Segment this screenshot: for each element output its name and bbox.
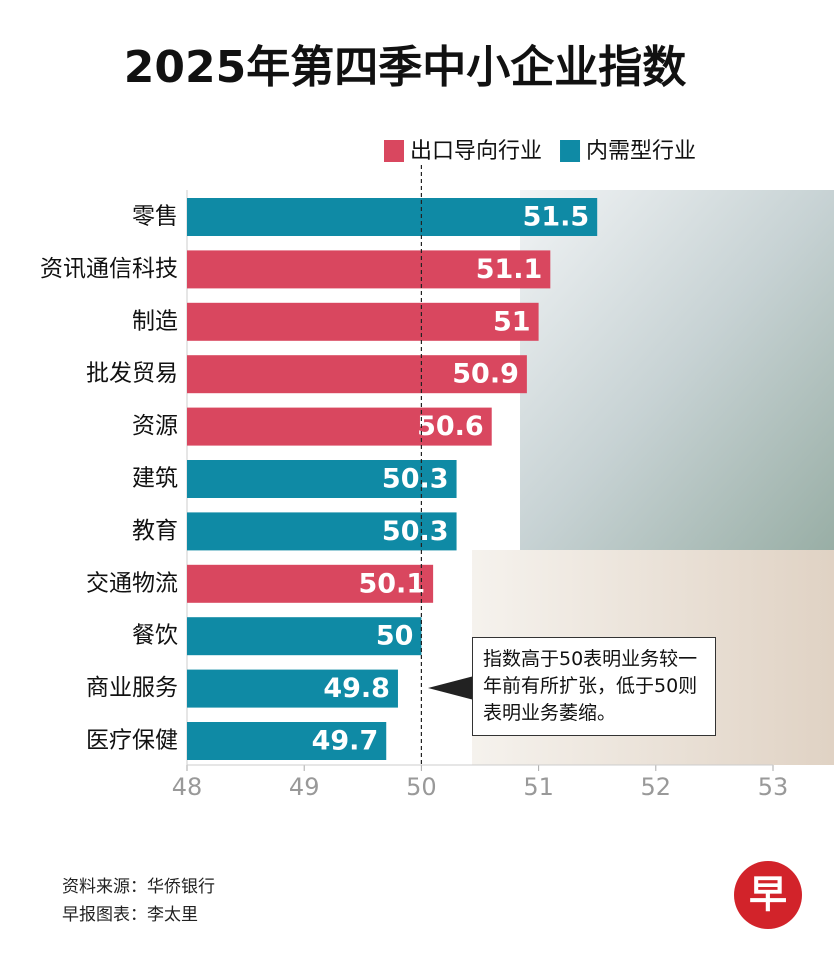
value-label: 51 bbox=[493, 306, 531, 337]
logo bbox=[734, 861, 802, 929]
y-tick-label: 商业服务 bbox=[86, 675, 178, 701]
chart-title: 2025年第四季中小企业指数 bbox=[124, 42, 686, 93]
y-tick-label: 零售 bbox=[132, 204, 178, 230]
bar bbox=[187, 355, 527, 394]
value-label: 49.7 bbox=[312, 726, 379, 757]
y-tick-label: 制造 bbox=[132, 308, 178, 334]
value-label: 50.3 bbox=[382, 516, 449, 547]
legend-swatch bbox=[560, 140, 581, 162]
bar bbox=[187, 302, 539, 341]
bar bbox=[187, 407, 492, 446]
credit: 早报图表：李太里 bbox=[62, 905, 198, 925]
value-label: 51.5 bbox=[523, 202, 590, 233]
background-photo bbox=[520, 190, 834, 550]
value-label: 51.1 bbox=[476, 254, 543, 285]
legend-swatch bbox=[384, 140, 404, 162]
value-label: 50.9 bbox=[452, 359, 519, 390]
legend-label: 出口导向行业 bbox=[410, 139, 542, 164]
bar bbox=[187, 460, 457, 498]
value-label: 50.1 bbox=[358, 568, 425, 599]
bar bbox=[187, 198, 598, 236]
x-tick-label: 52 bbox=[641, 773, 672, 801]
legend-label: 内需型行业 bbox=[586, 139, 696, 164]
x-tick-label: 50 bbox=[406, 773, 437, 801]
y-tick-label: 批发贸易 bbox=[86, 361, 178, 387]
bar bbox=[187, 250, 551, 289]
value-label: 50 bbox=[376, 621, 414, 652]
y-tick-label: 教育 bbox=[132, 518, 178, 544]
value-label: 50.3 bbox=[382, 464, 449, 495]
value-label: 49.8 bbox=[323, 673, 390, 704]
x-tick-label: 53 bbox=[758, 773, 789, 801]
bar bbox=[187, 617, 422, 656]
source: 资料来源：华侨银行 bbox=[62, 877, 215, 897]
y-tick-label: 资讯通信科技 bbox=[40, 256, 178, 282]
y-tick-label: 餐饮 bbox=[132, 623, 178, 649]
bar bbox=[187, 564, 434, 603]
bar bbox=[187, 512, 457, 551]
note-pointer bbox=[428, 676, 474, 700]
x-tick-label: 48 bbox=[172, 773, 203, 801]
y-tick-label: 资源 bbox=[132, 413, 178, 439]
y-tick-label: 医疗保健 bbox=[86, 728, 178, 754]
x-tick-label: 51 bbox=[523, 773, 554, 801]
bar bbox=[187, 669, 398, 708]
value-label: 50.6 bbox=[417, 411, 484, 442]
logo-text: 早 bbox=[749, 873, 787, 917]
bar bbox=[187, 722, 387, 760]
x-tick-label: 49 bbox=[289, 773, 320, 801]
y-tick-label: 建筑 bbox=[132, 466, 178, 492]
y-tick-label: 交通物流 bbox=[86, 570, 178, 596]
annotation: 指数高于50表明业务较一年前有所扩张，低于50则表明业务萎缩。 bbox=[472, 637, 716, 736]
